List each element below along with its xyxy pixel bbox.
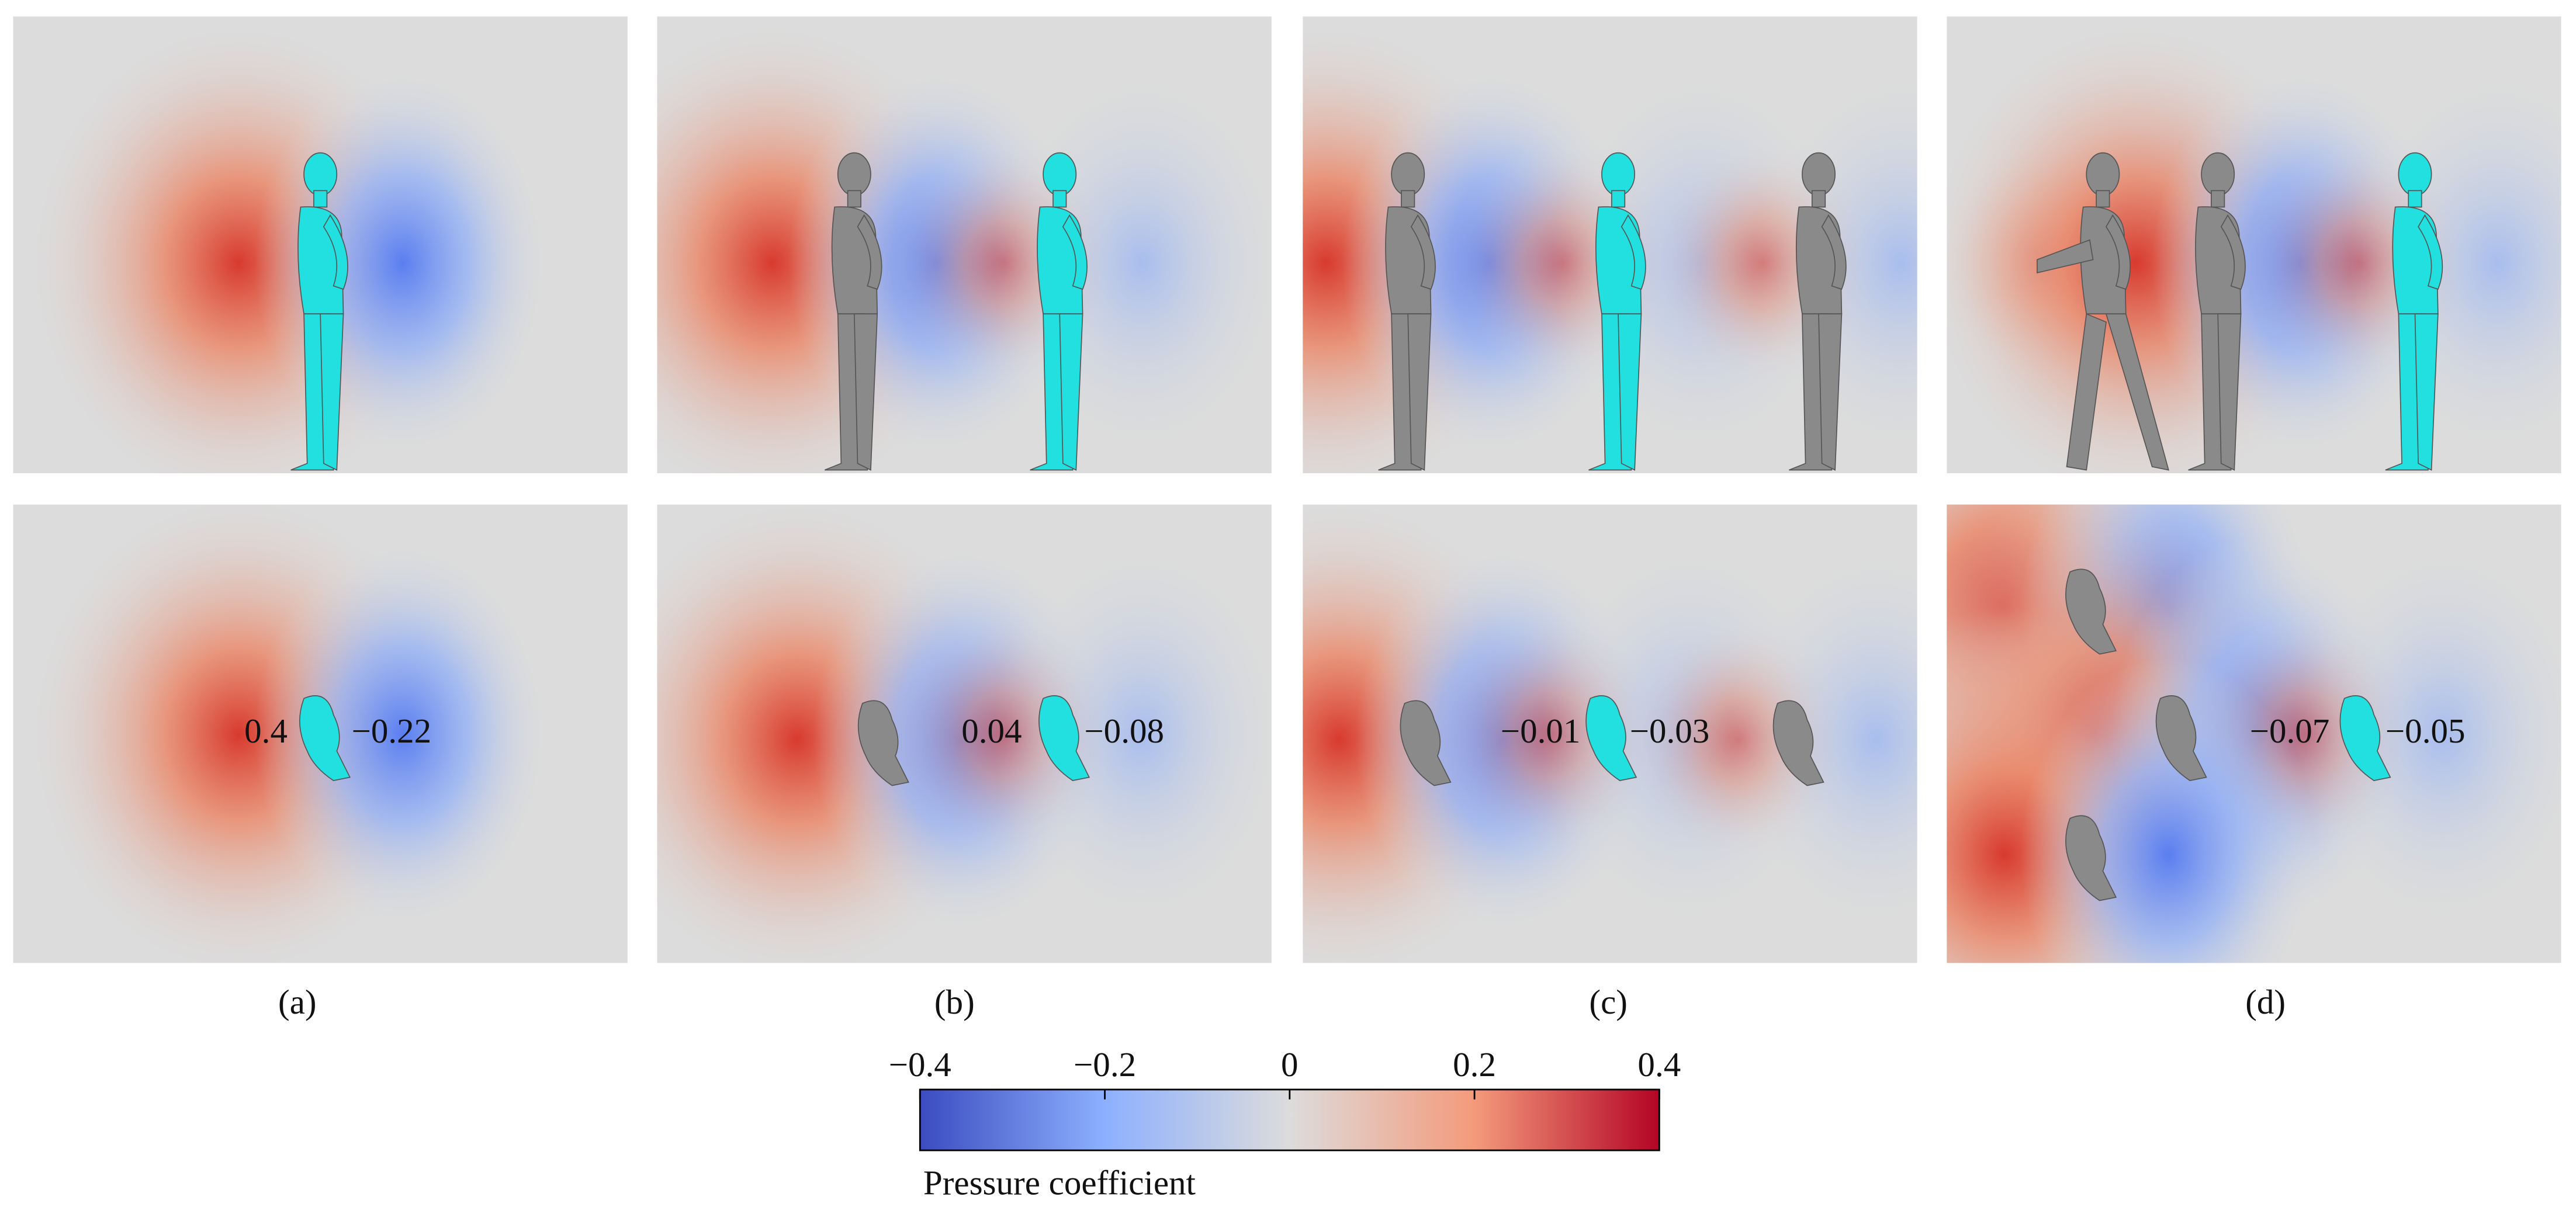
contour-panel [13,504,628,963]
panel-label: (b) [934,983,975,1021]
colorbar-tick-label: −0.2 [1074,1045,1136,1084]
figure-arm [1062,214,1088,290]
figure-head [2086,152,2120,196]
panel-label: (c) [1589,983,1628,1021]
figure-arm [2220,214,2246,290]
annotation: 0.4 [244,712,288,750]
annotation: 0.04 [961,712,1022,750]
panel-label: (d) [2245,983,2286,1021]
figure-neck [2096,190,2110,208]
figure-arm [2105,214,2131,290]
contour-panel [1947,504,2561,963]
figure-neck [847,190,861,208]
contour-panel [657,16,1272,474]
figure-arm [2037,239,2094,274]
figure-neck [2211,190,2225,208]
figure-leg [1059,313,1083,471]
figure-leg [1618,313,1642,471]
colorbar-tick-label: −0.4 [889,1045,951,1084]
figure-top-view [2065,815,2117,901]
pressure-low [2295,537,2561,932]
figure-head [2201,152,2235,196]
figure-top-view [2155,695,2207,782]
pressure-low [254,537,550,932]
figure-leg [853,313,878,471]
figure-leg [320,313,344,471]
figure-head [1601,152,1636,196]
figure-neck [1811,190,1826,208]
figure-neck [1052,190,1067,208]
figure-leg [2066,313,2107,471]
figure-leg [2105,313,2169,471]
figure-arm [857,214,882,290]
figure-neck [1611,190,1626,208]
colorbar-title: Pressure coefficient [923,1163,1196,1202]
figure-arm [2418,214,2443,290]
contour-panel [1303,504,1917,963]
figure-leg [2217,313,2242,471]
colorbar-tick-label: 0 [1281,1045,1299,1084]
annotation: −0.05 [2385,712,2466,750]
figure-top-view [2339,695,2391,782]
panel-label: (a) [278,983,317,1021]
annotation: −0.07 [2250,712,2330,750]
annotation: −0.03 [1630,712,1710,750]
figure-head [1391,152,1425,196]
figure-head [303,152,338,196]
contour-panel [13,16,628,474]
colorbar-tick-label: 0.2 [1453,1045,1496,1084]
figure-leg [1407,313,1432,471]
figure-neck [2408,190,2422,208]
figure-head [2398,152,2432,196]
figure-head [1802,152,1836,196]
figure-neck [313,190,328,208]
pressure-low [993,537,1272,932]
figure-neck [1401,190,1415,208]
figure-head [1043,152,1077,196]
annotation: −0.01 [1501,712,1581,750]
contour-panel [657,504,1272,963]
figure-leg [1818,313,1843,471]
figure-head [837,152,871,196]
figure-arm [1621,214,1646,290]
contour-panel [1947,16,2561,474]
figure-arm [1821,214,1847,290]
contour-panel [1303,16,1917,474]
pressure-low [1728,542,1917,937]
figure-top-view [1038,695,1090,782]
figure-top-view [1585,695,1637,782]
figure-top-view [857,700,909,786]
figure-top-view [299,695,351,782]
annotation: −0.22 [352,712,432,750]
figure-top-view [1400,700,1452,786]
figure-top-view [2065,568,2117,655]
figure-leg [2414,313,2439,471]
colorbar-tick-label: 0.4 [1637,1045,1681,1084]
figure-arm [323,214,348,290]
annotation: −0.08 [1084,712,1164,750]
figure-top-view [1772,700,1824,786]
figure-arm [1410,214,1436,290]
colorbar [919,1088,1660,1151]
